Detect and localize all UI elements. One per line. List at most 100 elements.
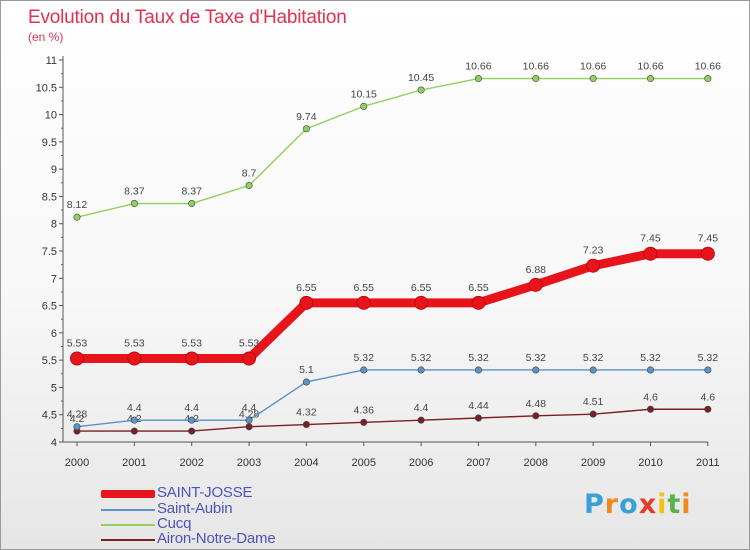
y-tick-label-4: 4 [51, 437, 57, 449]
y-tick-label-7.5: 7.5 [42, 246, 57, 258]
logo-letter: i [657, 489, 668, 520]
data-label-saint-aubin-2004: 5.1 [299, 364, 314, 376]
y-tick-label-4.5: 4.5 [42, 410, 57, 422]
point-saint-josse-2004 [299, 295, 314, 310]
point-cucq-2000 [73, 213, 81, 221]
y-tick-label-8: 8 [51, 219, 57, 231]
legend-swatch-saint-aubin [101, 509, 155, 511]
point-cucq-2001 [130, 200, 138, 208]
point-cucq-2010 [646, 75, 654, 83]
logo-letter: x [638, 489, 658, 520]
point-saint-aubin-2004 [302, 378, 310, 386]
logo-letter: o [619, 489, 639, 520]
data-label-airon-notre-dame-2006: 4.4 [414, 402, 429, 414]
proxiti-logo: Proxiti [584, 489, 692, 520]
point-saint-josse-2010 [643, 246, 658, 261]
point-airon-notre-dame-2003 [245, 423, 253, 431]
y-tick-label-5.5: 5.5 [42, 355, 57, 367]
data-label-saint-aubin-2000: 4.28 [67, 409, 88, 421]
y-tick-label-7: 7 [51, 273, 57, 285]
point-saint-josse-2011 [700, 246, 715, 261]
point-saint-josse-2000 [70, 351, 84, 366]
y-tick-label-6: 6 [51, 328, 57, 340]
point-saint-aubin-2007 [474, 366, 482, 374]
data-label-airon-notre-dame-2004: 4.32 [296, 407, 317, 419]
point-airon-notre-dame-2002 [188, 427, 196, 435]
point-airon-notre-dame-2010 [646, 405, 654, 413]
logo-letter: i [681, 489, 692, 520]
data-label-saint-josse-2002: 5.53 [181, 338, 202, 350]
x-tick-label-2001: 2001 [122, 457, 146, 469]
legend-label-airon-notre-dame: Airon-Notre-Dame [157, 530, 276, 547]
data-label-airon-notre-dame-2009: 4.51 [583, 396, 604, 408]
data-label-saint-josse-2009: 7.23 [583, 245, 604, 257]
data-label-saint-josse-2004: 6.55 [296, 282, 317, 294]
x-tick-label-2006: 2006 [409, 457, 433, 469]
y-tick-label-10.5: 10.5 [36, 82, 57, 94]
legend-swatch-saint-josse [101, 490, 155, 498]
point-saint-aubin-2008 [532, 366, 540, 374]
y-tick-label-5: 5 [51, 382, 57, 394]
point-airon-notre-dame-2008 [532, 412, 540, 420]
data-label-cucq-2007: 10.66 [465, 61, 491, 73]
x-tick-label-2000: 2000 [65, 457, 89, 469]
data-label-saint-josse-2003: 5.53 [239, 338, 260, 350]
y-tick-label-9.5: 9.5 [42, 137, 57, 149]
series-line-saint-aubin [76, 369, 709, 428]
legend-item-airon-notre-dame: Airon-Notre-Dame [101, 530, 321, 548]
legend-swatch-cucq [101, 524, 155, 526]
point-saint-josse-2005 [356, 295, 371, 310]
point-saint-josse-2008 [528, 277, 543, 292]
data-label-saint-aubin-2003: 4.4 [242, 402, 257, 414]
data-label-cucq-2000: 8.12 [67, 199, 88, 211]
data-label-saint-aubin-2006: 5.32 [411, 352, 432, 364]
data-label-airon-notre-dame-2003: 4.28 [239, 409, 260, 421]
data-label-saint-aubin-2011: 5.32 [698, 352, 719, 364]
point-saint-josse-2007 [471, 295, 486, 310]
logo-letter: r [604, 489, 620, 520]
data-label-saint-aubin-2009: 5.32 [583, 352, 604, 364]
point-saint-aubin-2009 [589, 366, 597, 374]
point-cucq-2002 [188, 200, 196, 208]
data-label-cucq-2003: 8.7 [242, 168, 257, 180]
data-label-saint-josse-2005: 6.55 [354, 282, 375, 294]
point-saint-josse-2009 [586, 258, 601, 273]
data-label-cucq-2008: 10.66 [523, 61, 549, 73]
data-label-saint-aubin-2007: 5.32 [468, 352, 489, 364]
series-line-cucq [76, 77, 709, 218]
data-label-saint-josse-2011: 7.45 [698, 233, 719, 245]
point-saint-aubin-2010 [646, 366, 654, 374]
point-airon-notre-dame-2001 [130, 427, 138, 435]
data-label-cucq-2004: 9.74 [296, 111, 317, 123]
y-tick-label-10: 10 [45, 110, 57, 122]
series-line-saint-josse [72, 249, 713, 364]
x-tick-label-2007: 2007 [466, 457, 490, 469]
x-tick-label-2003: 2003 [237, 457, 261, 469]
data-label-cucq-2010: 10.66 [637, 61, 663, 73]
logo-letter: P [584, 489, 605, 520]
point-saint-aubin-2006 [417, 366, 425, 374]
y-tick-label-11: 11 [46, 55, 57, 67]
data-label-saint-josse-2000: 5.53 [67, 338, 88, 350]
data-label-airon-notre-dame-2008: 4.48 [526, 398, 547, 410]
point-saint-aubin-2002 [188, 416, 196, 424]
y-tick-label-9: 9 [51, 164, 57, 176]
point-cucq-2004 [302, 125, 310, 133]
point-saint-aubin-2000 [73, 423, 81, 431]
point-saint-aubin-2001 [130, 416, 138, 424]
point-airon-notre-dame-2009 [589, 410, 597, 418]
data-label-airon-notre-dame-2011: 4.6 [701, 391, 716, 403]
chart-title: Evolution du Taux de Taxe d'Habitation [28, 7, 347, 28]
data-label-cucq-2001: 8.37 [124, 186, 145, 198]
point-airon-notre-dame-2006 [417, 416, 425, 424]
point-saint-josse-2002 [184, 351, 199, 366]
legend-label-saint-josse: SAINT-JOSSE [157, 484, 253, 501]
data-label-saint-josse-2006: 6.55 [411, 282, 432, 294]
point-cucq-2007 [474, 75, 482, 83]
point-airon-notre-dame-2007 [474, 414, 482, 422]
x-tick-label-2004: 2004 [294, 457, 318, 469]
chart-subtitle: (en %) [28, 30, 64, 44]
data-label-cucq-2009: 10.66 [580, 61, 606, 73]
